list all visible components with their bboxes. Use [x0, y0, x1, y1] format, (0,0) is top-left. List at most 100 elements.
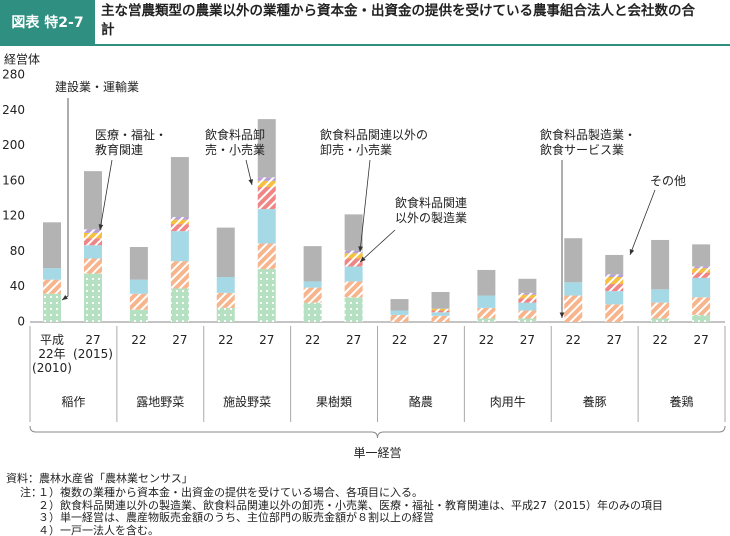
- annotation: 飲食料品関連 以外の製造業: [395, 196, 468, 225]
- bar-segment: [129, 279, 148, 294]
- annotation-arrow: [99, 159, 113, 231]
- bar-segment: [344, 297, 363, 322]
- x-tick-label: 27: [606, 333, 622, 347]
- bar-segment: [257, 243, 276, 270]
- x-tick-label: 27: [519, 333, 536, 347]
- bar-segment: [390, 310, 409, 315]
- bar-segment: [170, 231, 189, 262]
- figure-number: 図表 特2-7: [0, 0, 95, 44]
- arrow-head: [248, 179, 253, 185]
- arrow-head: [98, 224, 104, 230]
- bar-segment: [605, 304, 624, 322]
- x-tick-label: 27: [259, 333, 275, 347]
- bar-segment: [43, 268, 61, 280]
- bar-segment: [344, 258, 363, 267]
- bar-segment: [257, 119, 276, 178]
- group-label: 露地野菜: [136, 395, 185, 409]
- group-label: 稲作: [61, 395, 86, 409]
- y-tick-label: 280: [2, 68, 25, 82]
- bar-segment: [692, 268, 711, 273]
- bar-segment: [605, 291, 624, 305]
- bar-segment: [477, 318, 496, 322]
- bar-segment: [170, 217, 189, 220]
- bar-segment: [84, 229, 102, 233]
- bar-segment: [84, 258, 102, 274]
- bar-segment: [564, 295, 583, 322]
- bar-segment: [344, 214, 363, 251]
- bar-segment: [257, 187, 276, 210]
- bar-segment: [605, 254, 624, 275]
- annotation-arrow: [61, 98, 69, 301]
- bar-segment: [431, 310, 450, 313]
- bar-segment: [170, 157, 189, 218]
- group-label: 肉用牛: [489, 395, 526, 409]
- bar-segment: [477, 269, 496, 296]
- bar-segment: [477, 295, 496, 308]
- annotation-arrow: [629, 189, 656, 256]
- bar-segment: [692, 277, 711, 298]
- bar-segment: [170, 219, 189, 225]
- bar-segment: [43, 222, 61, 269]
- arrow-head: [360, 256, 366, 262]
- bar-segment: [692, 297, 711, 315]
- annotation: 飲食料品関連以外の 卸売・小売業: [320, 128, 429, 157]
- x-tick-label: 平成 22年 (2010): [32, 333, 72, 375]
- annotation: 建設業・運輸業: [55, 80, 140, 94]
- bar-segment: [651, 302, 670, 319]
- bar-segment: [216, 277, 235, 293]
- bar-segment: [257, 180, 276, 188]
- bar-segment: [344, 266, 363, 282]
- x-tick-label: 27: [172, 333, 188, 347]
- group-label: 養鶏: [669, 395, 694, 409]
- bar-segment: [303, 302, 322, 322]
- bracket: [29, 425, 726, 439]
- bar-segment: [692, 244, 711, 267]
- bar-segment: [43, 293, 61, 322]
- header-rule: [0, 44, 730, 46]
- bar-segment: [344, 281, 363, 298]
- bar-segment: [84, 171, 102, 230]
- bar-segment: [477, 307, 496, 319]
- y-tick-label: 120: [2, 209, 25, 223]
- x-tick-label: 22: [478, 333, 495, 347]
- bar-segment: [518, 302, 537, 311]
- group-label: 酪農: [408, 395, 433, 409]
- bar-segment: [344, 253, 363, 259]
- bar-segment: [651, 318, 670, 322]
- note: ３）単一経営は、農産物販売金額のうち、主位部門の販売金額が８割以上の経営: [38, 511, 434, 524]
- arrow-head: [62, 294, 68, 300]
- annotation: 飲食料品製造業・ 飲食サービス業: [540, 128, 637, 157]
- bar-segment: [518, 292, 537, 295]
- bar-segment: [303, 246, 322, 282]
- bar-segment: [84, 232, 102, 239]
- annotation: 医療・福祉・ 教育関連: [95, 128, 168, 157]
- x-tick-label: 22: [652, 333, 668, 347]
- bar-segment: [431, 292, 450, 309]
- bar-segment: [170, 288, 189, 322]
- bar-segment: [518, 310, 537, 319]
- bar-segment: [692, 272, 711, 278]
- figure-title: 主な営農類型の農業以外の業種から資本金・出資金の提供を受けている農事組合法人と会…: [101, 3, 695, 38]
- arrow-head: [629, 249, 635, 255]
- notes-label: 注：: [20, 486, 42, 499]
- bar-segment: [564, 282, 583, 296]
- bar-segment: [651, 289, 670, 303]
- x-tick-label: 27: [693, 333, 709, 347]
- bar-segment: [390, 314, 409, 322]
- y-tick-label: 40: [10, 279, 25, 293]
- bar-segment: [170, 261, 189, 289]
- bar-segment: [605, 284, 624, 292]
- bar-segment: [692, 266, 711, 269]
- bar-segment: [518, 298, 537, 303]
- group-label: 果樹類: [316, 395, 353, 409]
- annotation-arrow: [359, 159, 371, 253]
- arrow-head: [559, 312, 565, 318]
- bar-segment: [43, 279, 61, 294]
- bar-segment: [84, 273, 102, 322]
- note: ２）飲食料品関連以外の製造業、飲食料品関連以外の卸売・小売業、医療・福祉・教育関…: [38, 498, 663, 512]
- annotation-arrow: [359, 229, 396, 263]
- bar-segment: [518, 318, 537, 322]
- bar-segment: [390, 299, 409, 311]
